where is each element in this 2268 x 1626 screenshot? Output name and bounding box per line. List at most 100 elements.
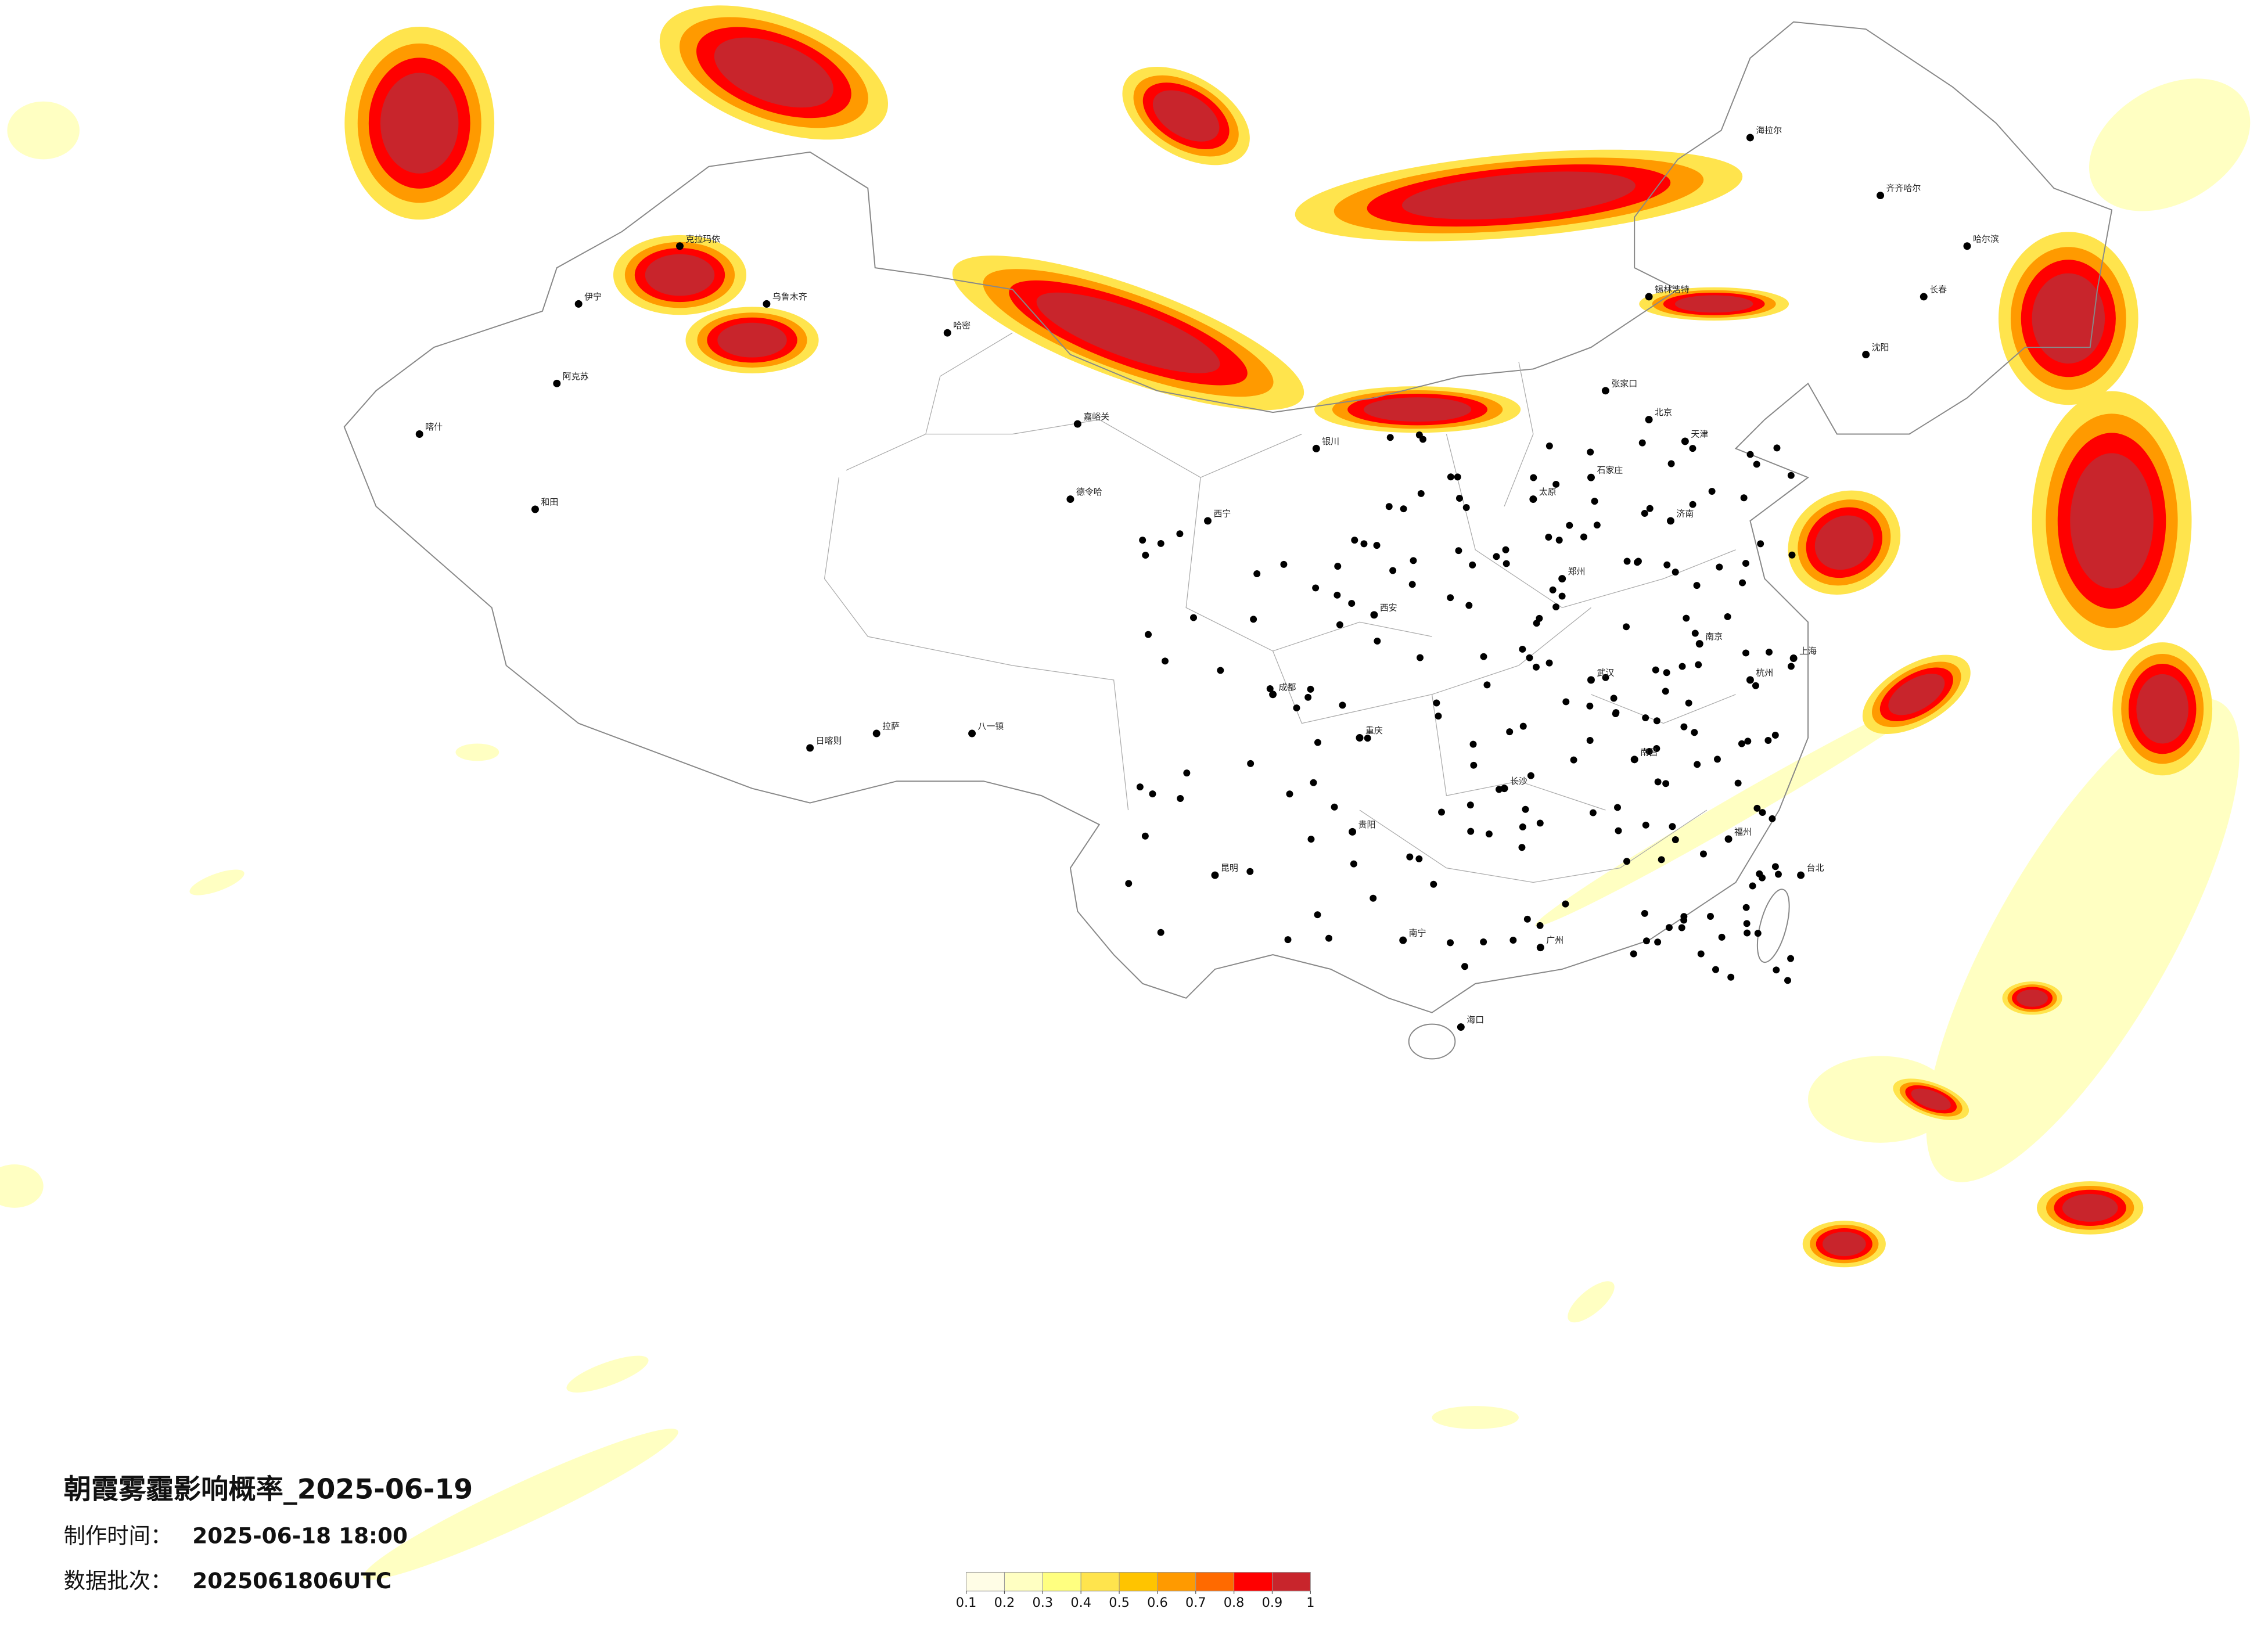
city-label: 哈尔滨 <box>1973 233 1999 244</box>
city-dot <box>1307 836 1315 843</box>
high-probability-area <box>2062 1193 2118 1222</box>
city-dot <box>1713 756 1721 763</box>
city-label: 重庆 <box>1365 725 1383 736</box>
low-probability-area <box>1535 693 1936 927</box>
city-dot <box>1641 510 1648 517</box>
legend-tick-label: 0.9 <box>1262 1595 1283 1610</box>
city-dot <box>1417 654 1424 661</box>
city-dot <box>1773 966 1780 974</box>
city-dot <box>1638 439 1646 447</box>
legend: 0.1 0.2 0.3 0.4 0.5 0.6 0.7 0.8 0.9 1 <box>956 1571 1314 1610</box>
city-dot <box>676 242 684 250</box>
city-dot <box>1286 790 1293 798</box>
city-dot <box>1654 778 1662 786</box>
city-dot <box>1545 659 1553 667</box>
city-dot <box>1415 855 1423 862</box>
city-dot <box>1570 756 1577 764</box>
city-dot <box>1217 667 1224 674</box>
low-probability-area <box>2089 78 2251 211</box>
city-dot <box>1518 844 1526 851</box>
batch-label: 数据批次： <box>64 1568 172 1593</box>
city-dot <box>1591 498 1598 505</box>
city-dot <box>1614 804 1621 811</box>
city-dot <box>1797 871 1805 879</box>
city-dot <box>1530 474 1537 481</box>
city-label: 南宁 <box>1409 928 1426 938</box>
high-probability-area <box>2032 273 2105 364</box>
city-dot <box>1519 722 1527 730</box>
legend-tick-label: 0.8 <box>1224 1595 1245 1610</box>
city-dot <box>1356 734 1364 742</box>
batch: 2025061806UTC <box>192 1568 391 1593</box>
city-dot <box>1662 688 1669 695</box>
city-dot <box>1663 669 1670 677</box>
city-dot <box>1764 737 1772 744</box>
city-label: 武汉 <box>1597 667 1614 678</box>
city-label: 伊宁 <box>584 292 602 302</box>
city-dot <box>1739 579 1746 587</box>
city-dot <box>1157 929 1164 936</box>
city-dot <box>1784 977 1791 984</box>
city-dot <box>1284 936 1292 944</box>
city-dot <box>1771 731 1779 739</box>
city-dot <box>1712 966 1719 973</box>
city-dot <box>1467 828 1475 835</box>
high-probability-area <box>2070 453 2154 589</box>
city-dot <box>1683 614 1690 622</box>
city-label: 台北 <box>1807 863 1824 873</box>
city-dot <box>1754 930 1762 937</box>
city-dot <box>1462 504 1470 511</box>
city-label: 长春 <box>1929 284 1947 294</box>
city-dot <box>1695 640 1703 648</box>
city-dot <box>1549 586 1557 593</box>
city-dot <box>1580 533 1587 541</box>
city-label: 齐齐哈尔 <box>1886 183 1921 193</box>
low-probability-area <box>455 743 499 761</box>
city-dot <box>1693 582 1701 589</box>
city-dot <box>1689 445 1696 452</box>
city-dot <box>1325 934 1332 942</box>
city-label: 沈阳 <box>1872 342 1889 352</box>
city-dot <box>1307 685 1314 693</box>
city-label: 阿克苏 <box>563 371 589 382</box>
high-probability-area <box>2017 989 2048 1007</box>
city-dot <box>968 729 976 738</box>
city-dot <box>1483 681 1491 689</box>
city-dot <box>1266 685 1274 693</box>
legend-tick-label: 1 <box>1306 1595 1314 1610</box>
city-dot <box>1136 783 1144 791</box>
city-dot <box>1759 809 1766 816</box>
city-label: 银川 <box>1322 436 1339 447</box>
city-dot <box>1593 521 1601 529</box>
city-label: 成都 <box>1279 682 1296 692</box>
city-dot <box>1310 779 1317 786</box>
city-dot <box>1742 904 1750 911</box>
city-dot <box>1410 557 1417 564</box>
city-dot <box>1533 620 1540 627</box>
city-dot <box>1653 717 1660 725</box>
made-label: 制作时间： <box>64 1523 172 1549</box>
legend-tick-label: 0.5 <box>1109 1595 1130 1610</box>
city-dot <box>1623 557 1631 565</box>
city-dot <box>1646 505 1654 512</box>
city-dot <box>574 300 583 308</box>
legend-swatch <box>1157 1571 1196 1592</box>
city-label: 哈密 <box>953 321 971 331</box>
high-probability-area <box>645 254 715 296</box>
city-dot <box>1447 594 1454 602</box>
city-dot <box>1789 654 1798 662</box>
city-label: 八一镇 <box>978 721 1004 732</box>
city-label: 福州 <box>1734 826 1752 837</box>
city-dot <box>1666 517 1674 525</box>
city-dot <box>1645 416 1653 424</box>
high-probability-area <box>1911 1088 1951 1110</box>
city-dot <box>1536 922 1544 929</box>
high-probability-area <box>1888 674 1945 715</box>
city-dot <box>1623 623 1630 631</box>
city-dot <box>1738 740 1745 747</box>
city-dot <box>1177 795 1184 803</box>
city-dot <box>943 329 951 337</box>
city-dot <box>1536 819 1544 827</box>
city-dot <box>1419 436 1426 443</box>
city-dot <box>1250 616 1257 623</box>
